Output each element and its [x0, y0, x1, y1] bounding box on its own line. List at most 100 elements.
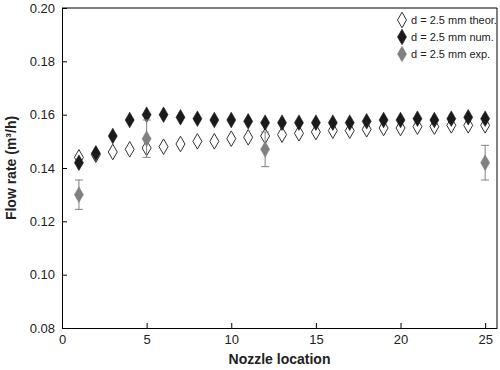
point	[278, 115, 287, 131]
point	[210, 112, 219, 128]
tick-label: 20	[394, 332, 408, 347]
legend-marker	[398, 46, 407, 62]
point	[193, 111, 202, 127]
point	[193, 134, 202, 150]
tick: 20	[394, 323, 408, 347]
error-bar-cap	[75, 180, 83, 181]
axis-line	[63, 328, 498, 329]
tick-mark	[62, 168, 67, 169]
error-bar	[143, 120, 151, 157]
legend: d = 2.5 mm theor. d = 2.5 mm num. d = 2.5 …	[398, 12, 497, 62]
point	[74, 187, 83, 203]
tick-mark	[62, 115, 67, 116]
error-bar	[75, 180, 83, 209]
point	[108, 144, 117, 160]
point	[244, 130, 253, 146]
point	[227, 112, 236, 128]
point	[176, 110, 185, 126]
error-bar-cap	[481, 145, 489, 146]
error-bar-cap	[143, 120, 151, 121]
point	[142, 107, 151, 123]
tick-mark	[401, 323, 402, 328]
tick: 25	[478, 323, 492, 347]
point	[244, 114, 253, 130]
point	[108, 128, 117, 144]
tick: 0.20	[30, 1, 67, 16]
tick-label: 0.12	[30, 214, 55, 229]
tick-label: 0.14	[30, 161, 55, 176]
point	[413, 111, 422, 127]
point	[481, 155, 490, 171]
point	[311, 115, 320, 131]
tick-label: 0.20	[30, 1, 55, 16]
y-axis-title: Flow rate (m³/h)	[3, 116, 19, 220]
point	[227, 131, 236, 147]
tick-label: 0.16	[30, 107, 55, 122]
tick: 10	[225, 323, 239, 347]
tick-label: 0	[59, 332, 66, 347]
tick: 5	[144, 323, 151, 347]
error-bar-cap	[75, 209, 83, 210]
tick-label: 10	[225, 332, 239, 347]
tick-label: 25	[478, 332, 492, 347]
point	[74, 155, 83, 171]
y-axis: 0.08 0.10 0.12 0.14 0.16 0.18 0.20	[30, 1, 67, 336]
error-bar	[481, 145, 489, 180]
point	[261, 115, 270, 131]
point	[210, 134, 219, 150]
tick: 0.12	[30, 214, 67, 229]
tick-label: 5	[144, 332, 151, 347]
tick-label: 15	[309, 332, 323, 347]
tick-label: 0.08	[30, 321, 55, 336]
tick: 0.16	[30, 107, 67, 122]
point	[362, 114, 371, 130]
legend-item: d = 2.5 mm theor.	[398, 12, 497, 28]
chart: 0 5 10 15 20 25 0.08 0.10 0.12 0.14 0.16 0.18 0.20 No…	[0, 0, 500, 370]
point	[430, 112, 439, 128]
tick-label: 0.10	[30, 267, 55, 282]
tick-mark	[485, 323, 486, 328]
error-bar-cap	[261, 166, 269, 167]
point	[464, 110, 473, 126]
marks	[74, 107, 489, 209]
tick-mark	[316, 323, 317, 328]
legend-label: d = 2.5 mm exp.	[411, 48, 490, 60]
error-bar-cap	[261, 132, 269, 133]
point	[125, 112, 134, 128]
plot: 0 5 10 15 20 25 0.08 0.10 0.12 0.14 0.16 0.18 0.20	[30, 1, 498, 348]
tick-mark	[62, 328, 67, 329]
point	[159, 107, 168, 123]
tick-mark	[62, 275, 67, 276]
point	[345, 115, 354, 131]
legend-item: d = 2.5 mm exp.	[398, 46, 491, 62]
point	[176, 136, 185, 152]
point	[294, 115, 303, 131]
error-bar	[261, 132, 269, 167]
tick: 0.18	[30, 54, 67, 69]
frame	[62, 8, 497, 9]
legend-marker	[398, 29, 407, 45]
legend-item: d = 2.5 mm num.	[398, 29, 494, 45]
point	[379, 112, 388, 128]
legend-label: d = 2.5 mm num.	[411, 31, 494, 43]
x-axis: 0 5 10 15 20 25	[59, 323, 498, 347]
tick-mark	[62, 61, 67, 62]
tick: 0.14	[30, 161, 67, 176]
point	[125, 142, 134, 158]
error-bar-cap	[481, 180, 489, 181]
frame	[497, 8, 498, 328]
tick: 0.10	[30, 267, 67, 282]
point	[481, 111, 490, 127]
x-axis-title: Nozzle location	[229, 351, 331, 367]
tick: 0.08	[30, 321, 67, 336]
point	[142, 131, 151, 147]
error-bar-cap	[143, 157, 151, 158]
tick-mark	[147, 323, 148, 328]
tick-label: 0.18	[30, 54, 55, 69]
legend-marker	[398, 12, 407, 28]
tick-mark	[62, 8, 67, 9]
tick-mark	[231, 323, 232, 328]
point	[159, 139, 168, 155]
series	[74, 120, 489, 209]
legend-label: d = 2.5 mm theor.	[411, 14, 497, 26]
